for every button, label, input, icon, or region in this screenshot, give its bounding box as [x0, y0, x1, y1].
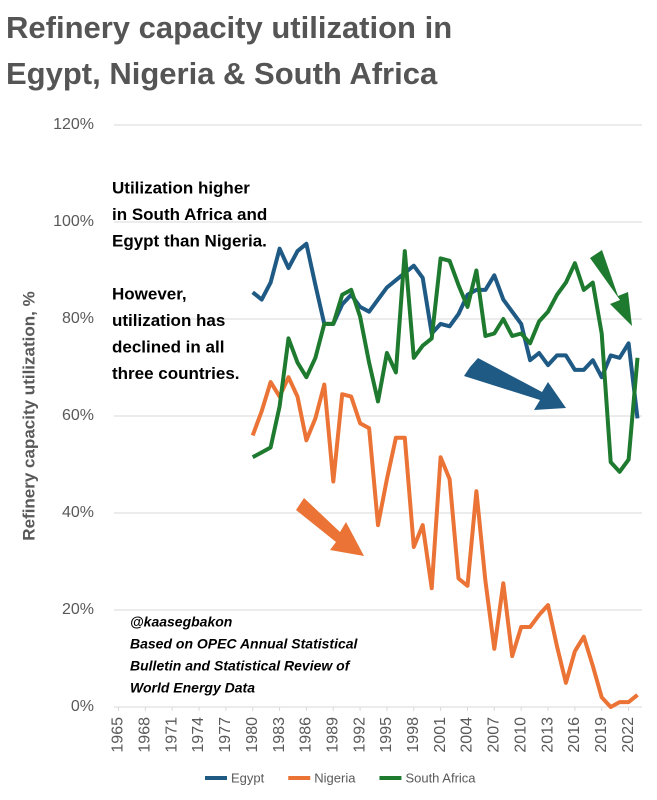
- x-tick-label: 1986: [298, 717, 315, 753]
- annotation: Utilization higher: [112, 178, 250, 197]
- source-note: @kaasegbakon: [130, 614, 232, 630]
- arrow: [590, 250, 632, 326]
- x-tick-label: 1995: [378, 717, 395, 753]
- series-line: [250, 375, 639, 709]
- chart-title: Refinery capacity utilization in: [6, 10, 452, 45]
- annotation: in South Africa and: [112, 205, 267, 224]
- annotation: declined in all: [112, 337, 224, 356]
- x-tick-label: 2019: [593, 717, 610, 753]
- y-tick-label: 20%: [62, 601, 94, 618]
- x-tick-label: 1974: [190, 717, 207, 753]
- series-line: [251, 241, 640, 419]
- x-tick-label: 2022: [620, 717, 637, 753]
- series-line: [251, 249, 640, 474]
- annotation: utilization has: [112, 311, 225, 330]
- y-tick-label: 60%: [62, 407, 94, 424]
- chart-title: Egypt, Nigeria & South Africa: [6, 56, 438, 91]
- annotation: Egypt than Nigeria.: [112, 231, 267, 250]
- annotation: three countries.: [112, 364, 240, 383]
- arrows: [296, 250, 632, 556]
- legend-label: South Africa: [405, 770, 476, 785]
- y-tick-label: 120%: [53, 116, 94, 133]
- y-tick-label: 100%: [53, 213, 94, 230]
- x-tick-label: 1980: [244, 717, 261, 753]
- x-tick-label: 2004: [459, 717, 476, 753]
- source-note: Bulletin and Statistical Review of: [130, 658, 351, 674]
- x-tick-label: 1965: [110, 717, 127, 753]
- x-tick-label: 1977: [217, 717, 234, 753]
- x-tick-label: 2010: [512, 717, 529, 753]
- x-tick-label: 2016: [566, 717, 583, 753]
- arrow: [464, 358, 566, 410]
- x-tick-label: 2001: [432, 717, 449, 753]
- arrow: [296, 498, 364, 556]
- x-tick-label: 1992: [351, 717, 368, 753]
- source-note: Based on OPEC Annual Statistical: [130, 636, 359, 652]
- x-tick-label: 2007: [486, 717, 503, 753]
- y-tick-label: 40%: [62, 504, 94, 521]
- legend-label: Egypt: [231, 770, 265, 785]
- y-axis-label: Refinery capacity utilization, %: [19, 291, 38, 540]
- x-tick-label: 1998: [405, 717, 422, 753]
- x-tick-label: 2013: [539, 717, 556, 753]
- x-tick-label: 1968: [137, 717, 154, 753]
- x-tick-label: 1971: [163, 717, 180, 753]
- y-tick-label: 80%: [62, 310, 94, 327]
- source-note: World Energy Data: [130, 680, 255, 696]
- x-tick-label: 1989: [324, 717, 341, 753]
- annotation: However,: [112, 284, 187, 303]
- legend-label: Nigeria: [314, 770, 356, 785]
- x-tick-label: 1983: [271, 717, 288, 753]
- y-tick-label: 0%: [71, 698, 94, 715]
